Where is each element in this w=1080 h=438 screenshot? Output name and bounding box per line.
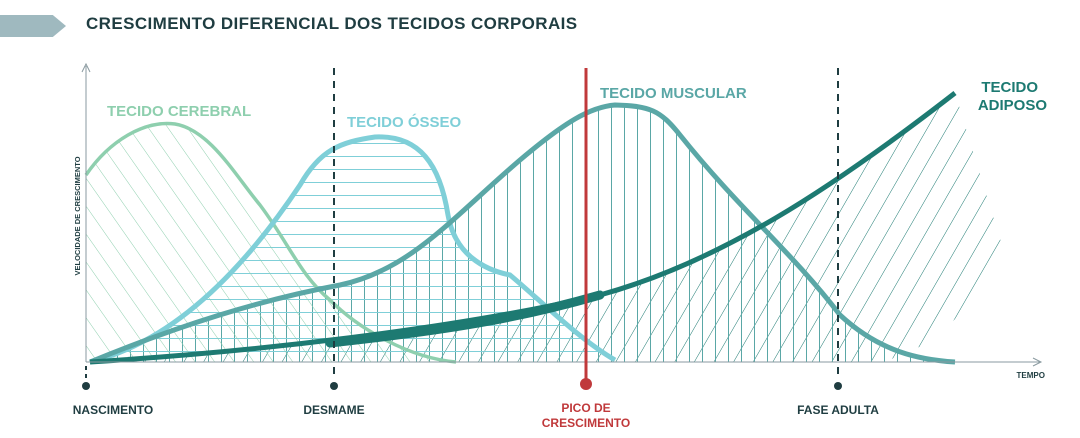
y-axis-arrow — [81, 62, 91, 73]
x-axis-arrow — [1032, 357, 1043, 367]
label-osseo: TECIDO ÓSSEO — [347, 113, 462, 131]
label-cerebral: TECIDO CEREBRAL — [107, 103, 251, 120]
desmame-dot — [330, 382, 338, 390]
label-fase-adulta: FASE ADULTA — [797, 403, 879, 417]
nascimento-dot — [82, 382, 90, 390]
muscular-curve — [89, 102, 956, 365]
fase-adulta-dot — [834, 382, 842, 390]
label-adiposo-1: TECIDO — [981, 79, 1038, 96]
page-title: CRESCIMENTO DIFERENCIAL DOS TECIDOS CORP… — [86, 14, 578, 33]
peak-dot — [580, 378, 592, 390]
label-pico-1: PICO DE — [561, 401, 610, 415]
adiposo-curve-thick — [325, 290, 605, 348]
label-adiposo-2: ADIPOSO — [978, 97, 1048, 114]
cerebral-fill — [86, 123, 456, 363]
label-muscular: TECIDO MUSCULAR — [600, 85, 747, 102]
cerebral-curve — [84, 121, 457, 364]
label-desmame: DESMAME — [303, 403, 364, 417]
osseo-curve — [89, 134, 617, 365]
label-nascimento: NASCIMENTO — [73, 403, 153, 417]
x-axis-label: TEMPO — [1017, 371, 1045, 380]
label-pico-2: CRESCIMENTO — [542, 416, 630, 430]
title-accent-bar — [0, 15, 66, 37]
y-axis-label: VELOCIDADE DE CRESCIMENTO — [73, 156, 82, 275]
